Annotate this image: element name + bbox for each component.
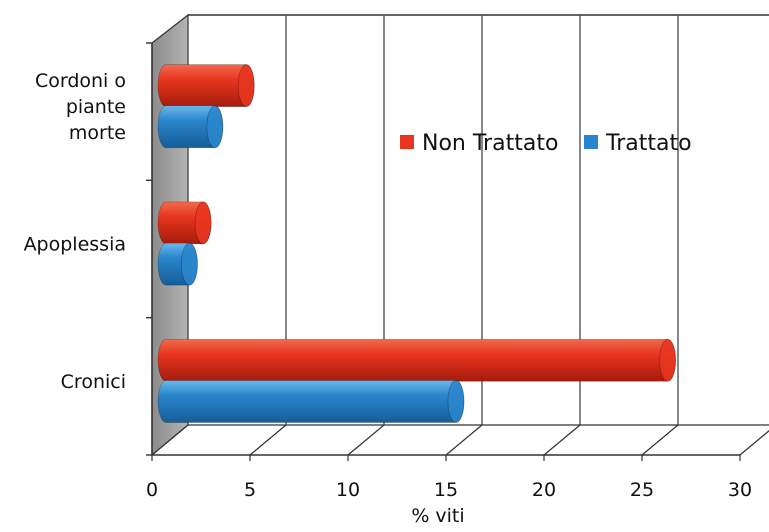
category-label: Cronici [61, 371, 126, 393]
category-labels: Cordoni o piante morte Apoplessia Cronici [24, 70, 126, 393]
x-tick-label: 10 [336, 479, 360, 501]
floor-diagonal [641, 424, 679, 456]
category-label-line: Cordoni o [35, 70, 126, 92]
x-tick-label: 25 [630, 479, 654, 501]
floor-diagonal [543, 424, 581, 456]
bar-end-cap [659, 338, 676, 382]
x-axis-label: % viti [411, 505, 464, 527]
floor-diagonal [739, 430, 769, 456]
tick-labels: 0 5 10 15 20 25 30 [146, 479, 752, 501]
x-tick-label: 30 [728, 479, 752, 501]
category-label: Cordoni o piante morte [35, 70, 126, 144]
legend-swatch [584, 135, 598, 149]
bar-end-cap [237, 64, 255, 107]
x-tick-label: 20 [532, 479, 556, 501]
bar-end-cap [180, 242, 198, 286]
category-label-line: piante [66, 96, 126, 118]
floor-diagonal [445, 424, 483, 456]
legend-swatch [400, 135, 414, 149]
floor-diagonal [347, 424, 385, 456]
x-tick-label: 15 [434, 479, 458, 501]
legend: Non Trattato Trattato [400, 131, 692, 156]
bar-end-cap [447, 380, 465, 423]
category-label-line: Apoplessia [24, 234, 126, 256]
floor-diagonal [151, 424, 189, 456]
bars [157, 64, 676, 423]
category-label-line: morte [69, 122, 126, 144]
floor-diagonal [249, 424, 287, 456]
x-tick-label: 0 [146, 479, 158, 501]
bar [157, 380, 465, 423]
legend-label: Non Trattato [422, 131, 558, 156]
legend-label: Trattato [605, 131, 692, 156]
category-label: Apoplessia [24, 234, 126, 256]
bar-end-cap [206, 105, 224, 149]
bar [157, 338, 676, 382]
category-label-line: Cronici [61, 371, 126, 393]
bar-end-cap [194, 201, 212, 245]
x-tick-label: 5 [244, 479, 256, 501]
